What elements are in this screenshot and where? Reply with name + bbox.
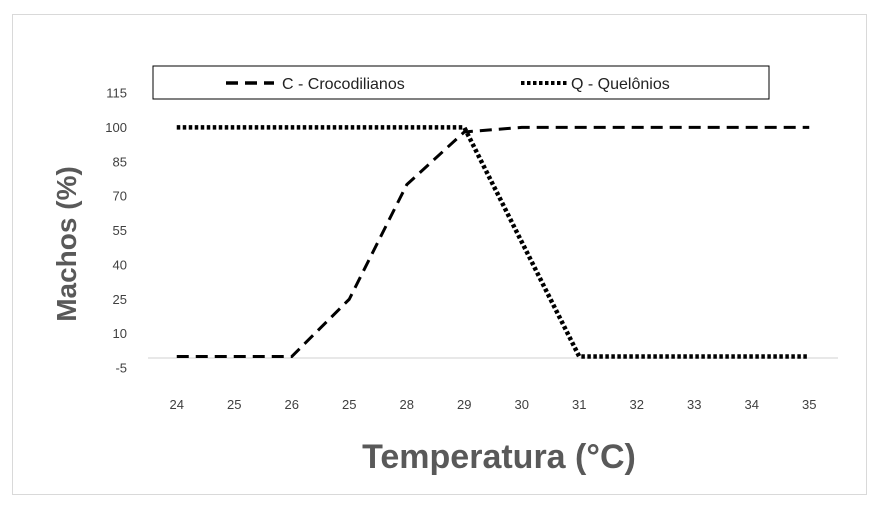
y-tick-label: 40 bbox=[113, 257, 127, 272]
series-line-crocodilianos bbox=[176, 125, 810, 359]
series-layer bbox=[176, 125, 810, 359]
y-tick-label: 70 bbox=[113, 189, 127, 204]
x-tick-label: 26 bbox=[285, 397, 299, 412]
x-tick-label: 35 bbox=[802, 397, 816, 412]
y-axis-title: Machos (%) bbox=[51, 166, 82, 322]
x-tick-label: 24 bbox=[170, 397, 184, 412]
legend-label-crocodilianos: C - Crocodilianos bbox=[282, 76, 405, 93]
legend-label-quelonios: Q - Quelônios bbox=[571, 76, 670, 93]
y-tick-label: 100 bbox=[105, 120, 127, 135]
y-tick-label: 85 bbox=[113, 154, 127, 169]
x-tick-label: 33 bbox=[687, 397, 701, 412]
y-tick-label: 10 bbox=[113, 326, 127, 341]
x-tick-label: 31 bbox=[572, 397, 586, 412]
y-tick-label: 25 bbox=[113, 292, 127, 307]
x-tick-label: 28 bbox=[400, 397, 414, 412]
x-tick-label: 25 bbox=[342, 397, 356, 412]
x-tick-label: 25 bbox=[227, 397, 241, 412]
legend: C - Crocodilianos Q - Quelônios bbox=[152, 65, 770, 100]
x-tick-labels: 24 25 26 25 28 29 30 31 32 33 34 35 bbox=[170, 397, 817, 412]
y-tick-label: 115 bbox=[106, 86, 127, 101]
y-tick-labels: -5 10 25 40 55 70 85 100 115 bbox=[105, 86, 127, 376]
y-tick-label: -5 bbox=[115, 361, 127, 376]
series-line-quelonios bbox=[176, 125, 810, 359]
x-axis-title: Temperatura (°C) bbox=[362, 438, 636, 476]
x-tick-label: 29 bbox=[457, 397, 471, 412]
x-tick-label: 34 bbox=[745, 397, 759, 412]
y-tick-label: 55 bbox=[113, 223, 127, 238]
x-tick-label: 32 bbox=[630, 397, 644, 412]
x-tick-label: 30 bbox=[515, 397, 529, 412]
